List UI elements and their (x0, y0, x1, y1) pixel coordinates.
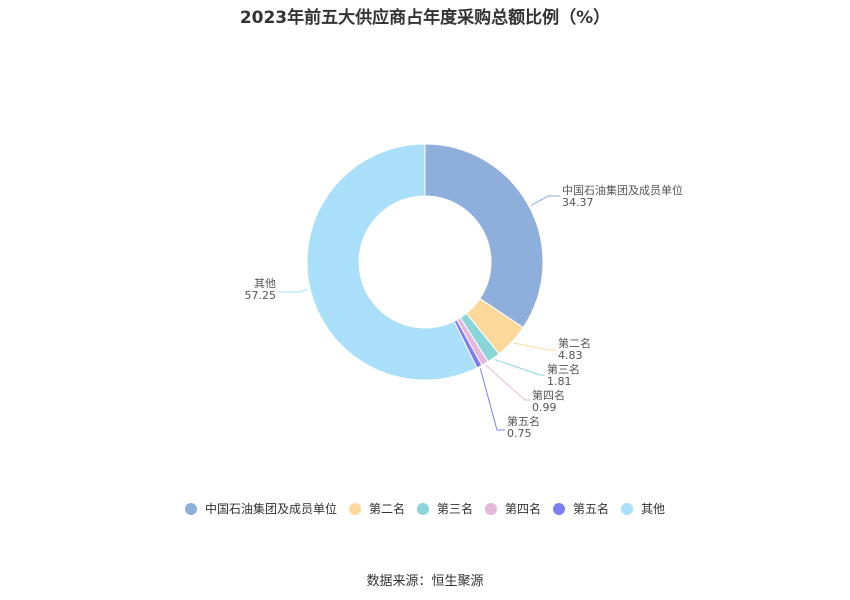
legend-label: 其他 (641, 502, 666, 516)
slice-label-value-1: 34.37 (562, 196, 594, 209)
chart-title: 2023年前五大供应商占年度采购总额比例（%） (239, 8, 611, 28)
chart-legend[interactable]: 中国石油集团及成员单位 第二名 第三名 第四名 第五名 其他 (0, 500, 850, 517)
slice-label-value-5: 0.75 (507, 427, 532, 440)
slice-1[interactable] (424, 143, 544, 329)
slice-6[interactable] (306, 143, 478, 381)
slice-label-name-4: 第四名 (532, 388, 565, 402)
legend-item-3[interactable]: 第三名 (416, 500, 473, 517)
slice-label-value-4: 0.99 (532, 401, 557, 414)
legend-item-1[interactable]: 中国石油集团及成员单位 (184, 500, 337, 517)
legend-marker-icon (184, 502, 197, 515)
legend-marker-icon (348, 502, 361, 515)
legend-marker-icon (485, 502, 497, 515)
slice-label-name-1: 中国石油集团及成员单位 (562, 183, 683, 197)
donut-slices (306, 143, 544, 381)
legend-item-5[interactable]: 第五名 (553, 500, 609, 517)
leader-line-5 (479, 368, 505, 431)
legend-label: 第三名 (436, 502, 473, 516)
slice-label-value-6: 57.25 (245, 289, 277, 302)
slice-label-value-2: 4.83 (558, 349, 583, 362)
legend-marker-icon (416, 502, 429, 515)
legend-item-4[interactable]: 第四名 (485, 500, 541, 517)
leader-line-2 (513, 342, 556, 351)
slice-label-name-5: 第五名 (507, 414, 540, 428)
leader-line-6 (278, 288, 309, 293)
slice-label-name-6: 其他 (254, 277, 276, 290)
legend-label: 第四名 (505, 502, 542, 516)
legend-marker-icon (553, 502, 566, 515)
slice-label-name-3: 第三名 (547, 362, 580, 376)
leader-line-1 (530, 195, 560, 206)
data-source: 数据来源：恒生聚源 (366, 574, 484, 589)
slice-label-value-3: 1.81 (547, 375, 572, 388)
leader-line-4 (485, 364, 530, 401)
legend-label: 第二名 (368, 502, 405, 516)
legend-item-6[interactable]: 其他 (621, 500, 665, 517)
legend-marker-icon (621, 502, 634, 515)
leader-line-3 (494, 359, 545, 376)
slice-label-name-2: 第二名 (558, 336, 591, 350)
legend-item-2[interactable]: 第二名 (348, 500, 405, 517)
legend-label: 第五名 (573, 502, 610, 516)
legend-label: 中国石油集团及成员单位 (204, 502, 337, 516)
